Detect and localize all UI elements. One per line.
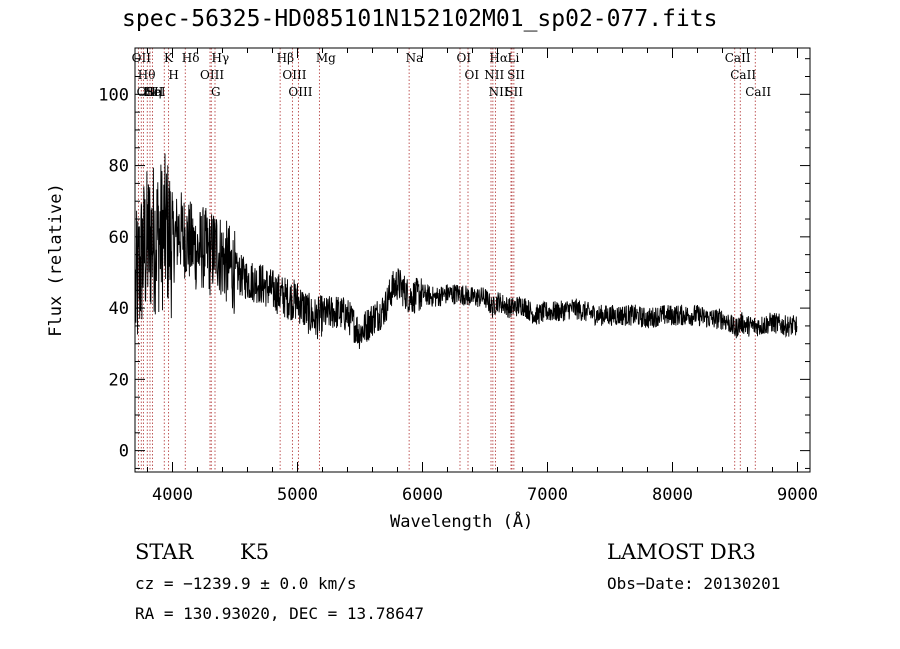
line-marker-label: CaII: [745, 85, 771, 99]
survey-name: LAMOST DR3: [607, 540, 756, 564]
line-marker-label: G: [211, 85, 221, 99]
x-tick-label: 4000: [152, 485, 193, 505]
object-type: STAR: [135, 540, 194, 564]
line-marker-label: OIII: [200, 68, 224, 82]
line-marker-label: OI: [457, 51, 472, 65]
y-tick-label: 20: [109, 370, 129, 390]
line-marker-label: Na: [406, 51, 424, 65]
line-marker-label: CaII: [725, 51, 751, 65]
chart-title: spec-56325-HD085101N152102M01_sp02-077.f…: [122, 6, 718, 32]
line-marker-label: H: [168, 68, 178, 82]
spectrum-line: [135, 153, 798, 350]
line-marker-label: SII: [146, 85, 164, 99]
y-tick-label: 60: [109, 228, 129, 248]
line-marker-label: OII: [137, 85, 157, 99]
line-marker-label: NII: [489, 85, 509, 99]
line-marker-label: OIII: [282, 68, 306, 82]
y-tick-label: 40: [109, 299, 129, 319]
line-marker-label: CaII: [730, 68, 756, 82]
y-tick-label: 80: [109, 157, 129, 177]
x-axis-label: Wavelength (Å): [390, 512, 534, 532]
observation-date: Obs−Date: 20130201: [607, 574, 781, 593]
line-marker-label: OIII: [288, 85, 312, 99]
x-tick-label: 7000: [527, 485, 568, 505]
line-marker-label: Hγ: [212, 51, 230, 65]
x-tick-label: 9000: [777, 485, 818, 505]
line-marker-label: HeI: [143, 85, 166, 99]
x-tick-label: 5000: [277, 485, 318, 505]
spectral-subclass: K5: [240, 540, 270, 564]
line-marker-label: Hα: [489, 51, 508, 65]
y-tick-label: 100: [98, 85, 129, 105]
line-marker-label: Li: [508, 51, 520, 65]
line-marker-label: Hη: [144, 85, 162, 99]
line-marker-label: OII: [132, 51, 152, 65]
line-marker-label: Mg: [316, 51, 336, 65]
ra-dec: RA = 130.93020, DEC = 13.78647: [135, 604, 424, 623]
y-tick-label: 0: [119, 442, 129, 462]
line-marker-label: Hθ: [138, 68, 156, 82]
line-marker-label: SII: [505, 85, 523, 99]
redshift-cz: cz = −1239.9 ± 0.0 km/s: [135, 574, 357, 593]
line-marker-label: OI: [465, 68, 480, 82]
x-tick-label: 8000: [652, 485, 693, 505]
line-marker-label: NII: [484, 68, 504, 82]
line-marker-label: SII: [507, 68, 525, 82]
line-marker-label: Hβ: [277, 51, 294, 65]
x-tick-label: 6000: [402, 485, 443, 505]
line-marker-label: Hδ: [182, 51, 200, 65]
y-axis-label: Flux (relative): [46, 183, 66, 337]
line-marker-label: K: [164, 51, 174, 65]
